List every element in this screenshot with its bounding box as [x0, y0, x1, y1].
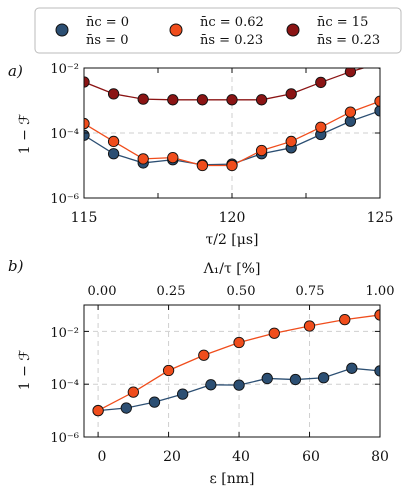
legend-entry-2: n̄c = 0.62 n̄s = 0.23 — [169, 15, 264, 48]
panel-b-series-2-point-3 — [162, 364, 175, 377]
legend-label-3-line2: n̄s = 0.23 — [317, 33, 380, 48]
panel-a-series-2-point-10 — [344, 106, 357, 118]
legend-label-2-line2: n̄s = 0.23 — [200, 33, 263, 48]
panel-b-top-xlabel: Λ₁/τ [%] — [203, 261, 261, 277]
panel-a-series-3-point-5 — [196, 94, 209, 106]
panel-a-series-2-point-4 — [167, 151, 179, 164]
panel-a-series-2-point-3 — [137, 153, 149, 165]
panel-b-series-2-point-7 — [303, 320, 316, 332]
panel-b-top-xtick-label-0: 0.00 — [88, 284, 117, 299]
panel-a-series-2-point-6 — [226, 159, 238, 172]
panel-b-top-xtick-label-4: 1.00 — [366, 284, 395, 299]
panel-a-xtick-label-125: 125 — [367, 210, 394, 226]
panel-a-ytick-label-1e-6: 10⁻⁶ — [50, 192, 79, 207]
panel-a-series-3-point-7 — [255, 94, 268, 106]
panel-b-series-1-point-9 — [317, 372, 330, 384]
legend-label-1-line2: n̄s = 0 — [86, 33, 128, 48]
legend-marker-1 — [55, 23, 69, 37]
panel-a-series-2-point-7 — [255, 144, 268, 157]
panel-b-series-1-point-4 — [177, 388, 189, 400]
legend-frame — [34, 7, 402, 54]
panel-a-series-3-point-11 — [376, 68, 380, 69]
panel-b-series-1-point-8 — [289, 373, 302, 386]
legend-label-2-line1: n̄c = 0.62 — [200, 15, 264, 30]
panel-b-ylabel: 1 − ℱ — [17, 350, 33, 391]
panel-b-xtick-label-80: 80 — [371, 449, 389, 465]
panel-a-xtick-label-120: 120 — [219, 210, 246, 226]
panel-a-series-1-point-2 — [107, 148, 120, 160]
panel-b-ytick-label-1e-4: 10⁻⁴ — [50, 378, 79, 393]
panel-b-xtick-label-0: 0 — [98, 449, 107, 465]
panel-a-series-group — [84, 68, 380, 172]
panel-b-plot-frame — [83, 304, 381, 438]
legend-entry-3: n̄c = 15 n̄s = 0.23 — [286, 15, 380, 48]
panel-b-series-1-point-5 — [205, 379, 217, 391]
legend-marker-2 — [169, 23, 183, 37]
panel-b-series-2-point-8 — [339, 313, 351, 326]
panel-b-ytick-label-1e-2: 10⁻² — [50, 326, 79, 341]
panel-a-series-2-point-9 — [315, 121, 327, 133]
panel-b-series-2-point-1 — [92, 404, 104, 417]
panel-a-series-3-point-2 — [107, 88, 120, 100]
panel-b-top-xtick-label-2: 0.50 — [227, 284, 256, 299]
panel-b-top-xtick-label-3: 0.75 — [296, 284, 325, 299]
panel-a: a) 1 − ℱ τ/2 [μs] 115 120 125 10⁻⁶ 10⁻⁴ … — [8, 62, 394, 248]
panel-b-xtick-label-20: 20 — [163, 449, 181, 465]
panel-b-series-1-point-3 — [148, 396, 161, 408]
panel-b-series-1-point-10 — [346, 362, 358, 374]
panel-a-ytick-label-1e-2: 10⁻² — [50, 62, 79, 77]
panel-b-xtick-label-40: 40 — [232, 449, 250, 465]
panel-a-series-2-point-2 — [107, 135, 120, 148]
panel-b-ytick-label-1e-6: 10⁻⁶ — [50, 431, 79, 446]
legend-marker-3 — [286, 23, 300, 37]
legend-label-3-line1: n̄c = 15 — [317, 15, 368, 30]
panel-a-series-3-point-8 — [285, 88, 297, 100]
panel-b-series-2-point-6 — [268, 327, 280, 339]
panel-a-series-3-point-9 — [315, 76, 327, 89]
panel-a-xtick-label-115: 115 — [71, 210, 98, 226]
panel-a-ytick-label-1e-4: 10⁻⁴ — [50, 127, 79, 142]
panel-b-series-1-point-6 — [233, 379, 245, 391]
panel-a-series-3-point-6 — [226, 94, 238, 106]
panel-a-xlabel: τ/2 [μs] — [205, 232, 258, 248]
panel-a-series-3-point-10 — [344, 68, 357, 78]
panel-b-series-1-point-2 — [120, 402, 132, 414]
panel-b-series-2-point-2 — [127, 386, 139, 398]
legend: n̄c = 0 n̄s = 0 n̄c = 0.62 n̄s = 0.23 n̄… — [34, 7, 402, 54]
panel-b-series-1-point-7 — [261, 372, 273, 385]
panel-a-series-3-point-4 — [167, 94, 179, 106]
legend-entry-1: n̄c = 0 n̄s = 0 — [55, 15, 129, 48]
legend-label-1-line1: n̄c = 0 — [86, 15, 129, 30]
panel-b-xtick-label-60: 60 — [302, 449, 320, 465]
panel-b-top-xtick-label-1: 0.25 — [157, 284, 186, 299]
panel-b-series-2-point-4 — [198, 349, 210, 361]
panel-a-ylabel: 1 − ℱ — [17, 114, 33, 155]
panel-b-label: b) — [8, 257, 24, 275]
panel-b-xlabel: ε [nm] — [210, 471, 255, 487]
panel-a-series-3-point-3 — [137, 93, 149, 105]
panel-b-series-group — [92, 309, 380, 417]
panel-a-label: a) — [8, 62, 23, 80]
panel-a-series-2-point-8 — [285, 135, 297, 148]
panel-a-series-2-point-5 — [196, 159, 209, 172]
panel-b-series-2-point-5 — [233, 336, 245, 349]
panel-b: b) Λ₁/τ [%] 0.00 0.25 0.50 0.75 1.00 1 −… — [8, 257, 394, 487]
